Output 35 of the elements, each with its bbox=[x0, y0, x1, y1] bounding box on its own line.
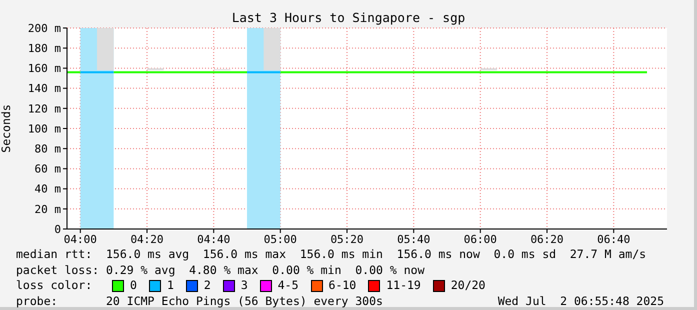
x-tick-label: 05:40 bbox=[397, 232, 430, 246]
legend-label: 2 bbox=[202, 278, 211, 294]
legend-label: 11-19 bbox=[385, 278, 421, 294]
y-tick-label: 140 m bbox=[28, 82, 62, 96]
text: packet loss: 0.29 % avg 4.80 % max 0.00 % min 0.00 % now bbox=[16, 262, 426, 278]
text: Wed Jul 2 06:55:48 2025 bbox=[498, 294, 664, 309]
legend-title: loss color: bbox=[16, 278, 94, 294]
legend-label: 20/20 bbox=[450, 278, 486, 294]
y-tick-label: 80 m bbox=[34, 142, 62, 156]
legend-label: 1 bbox=[166, 278, 174, 294]
text: median rtt: 156.0 ms avg 156.0 ms max 156.0 ms min 156.0 ms now 0.0 ms sd 27.7 M am/s bbox=[16, 247, 648, 262]
text: probe: 20 ICMP Echo Pings (56 Bytes) every 300s bbox=[16, 294, 383, 309]
y-tick-label: 0 bbox=[54, 222, 61, 236]
y-tick-label: 160 m bbox=[28, 62, 62, 76]
x-tick-label: 06:00 bbox=[464, 232, 497, 246]
x-tick-label: 06:20 bbox=[530, 232, 564, 246]
chart-title: Last 3 Hours to Singapore - sgp bbox=[232, 10, 466, 25]
legend-label: 0 bbox=[129, 278, 137, 294]
x-tick-label: 05:20 bbox=[330, 232, 364, 246]
legend-label: 4-5 bbox=[276, 278, 299, 294]
legend-label: 6-10 bbox=[328, 278, 356, 294]
y-tick-label: 40 m bbox=[34, 182, 62, 196]
y-tick-label: 60 m bbox=[34, 162, 62, 176]
x-tick-label: 04:00 bbox=[64, 232, 97, 246]
x-tick-label: 04:40 bbox=[197, 232, 230, 246]
legend-label: 3 bbox=[240, 278, 248, 294]
y-tick-label: 20 m bbox=[34, 202, 62, 216]
y-tick-label: 120 m bbox=[28, 102, 62, 116]
x-tick-label: 05:00 bbox=[264, 232, 297, 246]
y-tick-label: 180 m bbox=[28, 42, 62, 56]
x-tick-label: 04:20 bbox=[130, 232, 164, 246]
x-tick-label: 06:40 bbox=[597, 232, 630, 246]
y-axis-title: Seconds bbox=[0, 104, 14, 153]
y-tick-label: 100 m bbox=[28, 122, 62, 136]
y-tick-label: 200 m bbox=[28, 22, 62, 35]
